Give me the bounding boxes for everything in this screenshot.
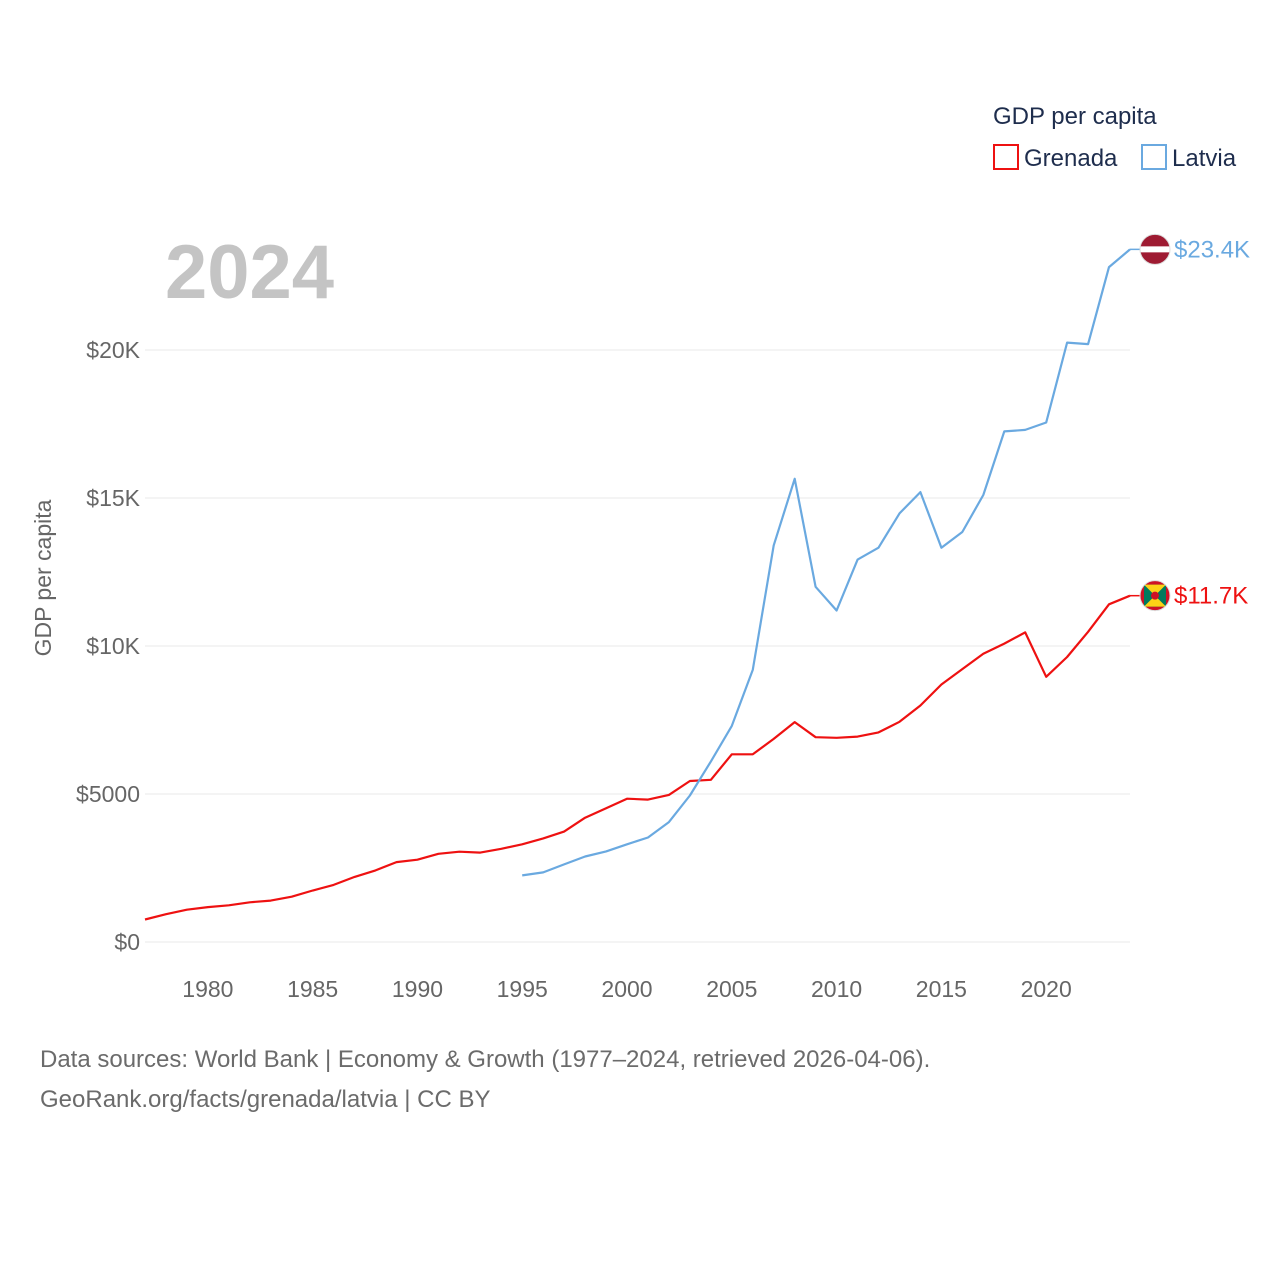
y-tick-label: $0 [114,929,140,955]
end-value-label-grenada: $11.7K [1174,583,1248,610]
legend-title: GDP per capita [993,103,1157,130]
x-tick-label: 2010 [811,976,862,1002]
end-markers: $11.7K $23.4K [1130,233,1250,612]
data-sources: Data sources: World Bank | Economy & Gro… [40,1046,931,1073]
y-axis-label: GDP per capita [30,499,56,656]
legend-swatch-grenada[interactable] [993,144,1019,170]
legend-label-latvia[interactable]: Latvia [1172,145,1237,172]
y-axis-ticks: $0 $5000 $10K $15K $20K [76,337,141,955]
x-tick-label: 1985 [287,976,338,1002]
gdp-line-chart: $0 $5000 $10K $15K $20K 1980 1985 1990 1995 2000… [30,103,1250,1002]
x-tick-label: 1990 [392,976,443,1002]
series-lines [144,248,1131,921]
year-label: 2024 [165,230,334,315]
legend-swatch-latvia[interactable] [1141,144,1167,170]
y-tick-label: $5000 [76,781,140,807]
legend[interactable]: GDP per capita Grenada Latvia [993,103,1237,172]
source-link[interactable]: GeoRank.org/facts/grenada/latvia | CC BY [40,1086,491,1113]
x-tick-label: 1995 [497,976,548,1002]
latvia-flag-icon [1139,233,1171,265]
grenada-flag-icon [1139,580,1171,612]
y-tick-label: $10K [86,633,140,659]
y-tick-label: $20K [86,337,140,363]
x-axis-ticks: 1980 1985 1990 1995 2000 2005 2010 2015 2020 [182,976,1071,1002]
x-tick-label: 1980 [182,976,233,1002]
end-value-label-latvia: $23.4K [1174,236,1250,263]
footer: Data sources: World Bank | Economy & Gro… [40,1040,930,1120]
x-tick-label: 2020 [1021,976,1072,1002]
x-tick-label: 2000 [601,976,652,1002]
gridlines [145,349,1130,943]
legend-label-grenada[interactable]: Grenada [1024,145,1118,172]
y-tick-label: $15K [86,485,140,511]
series-line-latvia[interactable] [522,248,1131,877]
x-tick-label: 2015 [916,976,967,1002]
x-tick-label: 2005 [706,976,757,1002]
series-line-grenada[interactable] [144,594,1131,921]
